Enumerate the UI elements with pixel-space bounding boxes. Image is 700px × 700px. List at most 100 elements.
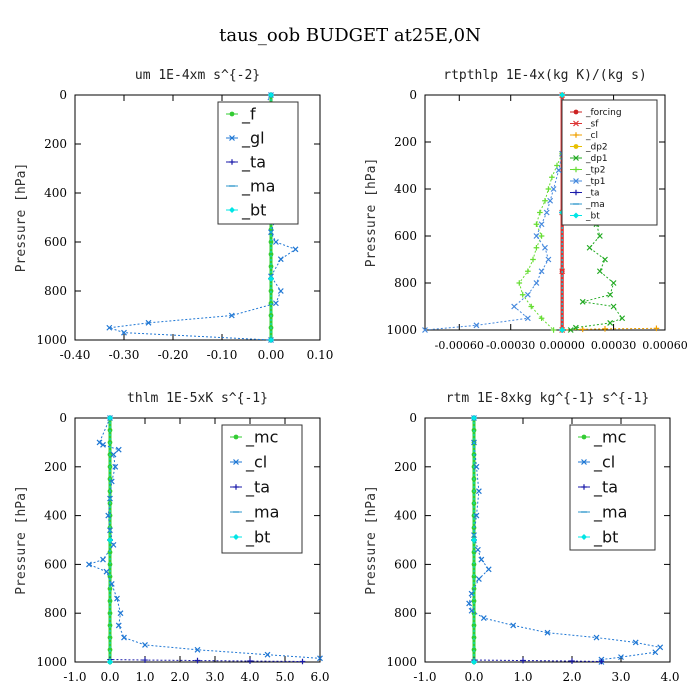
legend-label: _cl	[245, 453, 267, 473]
data-point	[145, 319, 152, 326]
legend-label: _sf	[585, 120, 599, 130]
data-point	[579, 326, 586, 333]
data-point	[475, 576, 482, 582]
data-point	[106, 324, 113, 331]
legend-marker	[233, 459, 239, 465]
data-point	[473, 512, 480, 519]
series-bt	[471, 415, 477, 665]
panel-title: rtpthlp 1E-4x(kg K)/(kg s)	[443, 68, 647, 83]
data-point	[471, 549, 477, 555]
data-point	[525, 268, 531, 275]
x-tick-label: 1.0	[513, 670, 532, 684]
x-tick-label: 2.0	[562, 670, 581, 684]
legend: _mc _cl _ta _ma _bt	[221, 424, 303, 554]
legend: _forcing _sf_cl _dp2_dp1 _tp2_tp1 _ta_ma _bt	[561, 99, 658, 226]
y-tick-label: 800	[394, 606, 417, 620]
x-tick-label: 3.0	[611, 670, 630, 684]
legend-marker	[229, 207, 235, 213]
data-point	[542, 197, 548, 204]
series-tp1	[422, 150, 566, 333]
x-tick-label: -0.00060	[435, 339, 484, 352]
data-point	[142, 641, 148, 648]
data-point	[538, 315, 545, 322]
data-point	[538, 268, 545, 275]
legend-marker	[573, 109, 579, 115]
x-tick-label: 0.0	[100, 670, 119, 684]
data-point	[524, 315, 531, 322]
data-point	[107, 537, 113, 543]
data-point	[142, 657, 148, 663]
data-point	[107, 610, 113, 616]
y-tick-label: 1000	[386, 323, 417, 337]
data-point	[550, 186, 557, 192]
data-point	[473, 322, 480, 329]
legend-label: _forcing	[585, 108, 622, 118]
chart-panel-4: rtm 1E-8xkg kg^{-1} s^{-1} Pressure [hPa]…	[364, 391, 680, 684]
data-point	[478, 556, 485, 563]
data-point	[117, 610, 124, 617]
panel-title: rtm 1E-8xkg kg^{-1} s^{-1}	[446, 391, 650, 406]
x-tick-label: 0.0	[464, 670, 483, 684]
data-point	[112, 463, 119, 470]
data-point	[115, 622, 122, 629]
legend-marker	[229, 135, 235, 141]
legend-label: _bt	[585, 212, 600, 222]
data-point	[121, 634, 127, 641]
legend-marker	[573, 166, 579, 173]
data-point	[485, 566, 492, 573]
data-point	[559, 327, 566, 333]
legend-marker	[573, 144, 579, 149]
data-point	[317, 655, 323, 662]
legend-label: _mc	[245, 428, 278, 448]
legend-label: _tp1	[585, 177, 605, 187]
legend-marker	[233, 484, 239, 490]
data-point	[277, 288, 284, 294]
legend-label: _gl	[241, 129, 265, 149]
y-tick-label: 200	[44, 460, 67, 474]
legend-label: _ma	[241, 177, 275, 197]
data-point	[538, 221, 545, 228]
legend-marker	[229, 159, 235, 165]
data-point	[194, 657, 201, 664]
data-point	[653, 325, 660, 332]
legend-marker	[581, 459, 587, 465]
series-bt	[107, 415, 113, 665]
y-tick-label: 800	[44, 284, 67, 298]
legend-label: _tp2	[585, 166, 605, 176]
legend-label: _ta	[245, 478, 270, 498]
y-tick-label: 0	[59, 411, 67, 425]
data-point	[194, 646, 201, 653]
y-tick-label: 400	[394, 509, 417, 523]
legend-label: _ma	[585, 200, 605, 210]
data-point	[422, 327, 428, 333]
data-point	[471, 562, 477, 567]
legend-label: _bt	[245, 528, 270, 548]
legend-label: _cl	[585, 131, 598, 141]
data-point	[268, 251, 274, 257]
x-tick-label: 1.0	[135, 670, 154, 684]
legend-label: _dp2	[585, 143, 608, 153]
data-point	[272, 300, 279, 307]
legend-label: _ta	[593, 478, 618, 498]
data-point	[533, 233, 540, 239]
x-tick-label: 2.0	[170, 670, 189, 684]
data-point	[572, 324, 579, 331]
plot-frame	[424, 94, 666, 331]
y-tick-label: 200	[394, 135, 417, 149]
x-tick-label: -1.0	[63, 670, 86, 684]
chart-panel-2: rtpthlp 1E-4x(kg K)/(kg s) Pressure [hPa]…	[364, 68, 688, 352]
data-point	[228, 312, 235, 319]
data-point	[110, 451, 117, 458]
data-point	[593, 634, 600, 641]
x-tick-label: 0.00060	[642, 339, 688, 352]
x-tick-label: 0.00030	[591, 339, 637, 352]
data-point	[537, 209, 543, 216]
x-tick-label: -0.30	[109, 348, 140, 362]
legend: _mc _cl _ta _ma _bt	[569, 424, 656, 551]
data-point	[586, 244, 593, 251]
data-point	[110, 541, 117, 548]
data-point	[107, 562, 113, 567]
data-point	[268, 239, 274, 245]
data-point	[607, 320, 614, 326]
legend-label: _bt	[241, 201, 266, 221]
